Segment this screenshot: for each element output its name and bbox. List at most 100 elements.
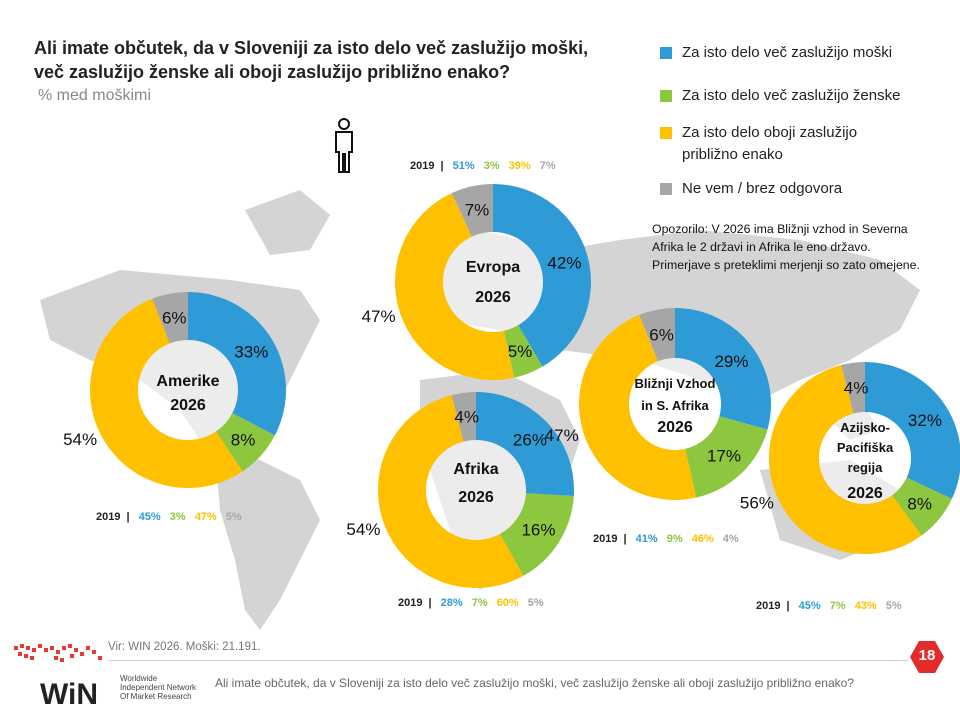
donut-region-label: 2026 — [657, 419, 693, 436]
donut-value-label-dont-know: 4% — [844, 379, 869, 398]
prev-year-label: 2019 — [96, 511, 121, 523]
prev-value-women: 7% — [471, 597, 488, 609]
donut-segment-dont-know — [841, 362, 865, 414]
donut-segment-dont-know — [152, 292, 188, 344]
prev-value-women: 3% — [483, 160, 500, 172]
donut-segment-equal — [768, 365, 922, 555]
prev-value-equal: 60% — [496, 597, 519, 609]
donut-value-label-women: 16% — [521, 521, 555, 540]
donut-chart-1: 42% 5% 47% 7% Evropa 2026 — [362, 184, 591, 380]
prev-year-label: 2019 — [410, 160, 435, 172]
legend-label-women: Za isto delo več zaslužijo ženske — [682, 87, 901, 104]
donut-chart-4: 32% 8% 56% 4% Azijsko- Pacifiška regija 2026 — [740, 362, 960, 555]
donut-segment-men — [188, 292, 286, 436]
donut-segment-women — [685, 416, 768, 498]
donut-region-label: Bližnji Vzhod — [635, 376, 716, 391]
source-note: Vir: WIN 2026. Moški: 21.191. — [108, 641, 261, 653]
legend-swatch-men — [660, 47, 672, 59]
separator: | — [428, 597, 432, 609]
prev-year-row-apac: 2019 | 45% 7% 43% 5% — [756, 600, 908, 612]
chart-title: Ali imate občutek, da v Sloveniji za ist… — [34, 36, 594, 84]
donut-region-label: Afrika — [453, 461, 498, 478]
donut-hole — [138, 340, 238, 440]
donut-region-label: 2026 — [475, 289, 511, 306]
donut-segment-dont-know — [639, 308, 675, 362]
prev-value-equal: 47% — [194, 511, 217, 523]
donut-hole — [443, 232, 543, 332]
legend-label-equal-line-2: približno enako — [682, 146, 783, 163]
donut-value-label-equal: 47% — [545, 426, 579, 445]
donut-value-label-dont-know: 7% — [465, 201, 490, 220]
legend-item-men: Za isto delo več zaslužijo moški — [660, 42, 892, 64]
prev-year-label: 2019 — [398, 597, 423, 609]
donut-region-label: Evropa — [466, 259, 520, 276]
legend-item-women: Za isto delo več zaslužijo ženske — [660, 85, 900, 107]
title-line-1: Ali imate občutek, da v Sloveniji za ist… — [34, 38, 589, 58]
prev-value-women: 7% — [829, 600, 846, 612]
donut-segment-men — [493, 184, 591, 367]
male-person-icon — [335, 118, 353, 173]
separator: | — [440, 160, 444, 172]
donut-region-label: Azijsko- — [840, 420, 890, 435]
donut-value-label-equal: 56% — [740, 493, 774, 512]
donut-value-label-women: 5% — [508, 342, 533, 361]
prev-value-men: 51% — [452, 160, 475, 172]
legend-swatch-women — [660, 90, 672, 102]
donut-value-label-men: 29% — [714, 352, 748, 371]
donut-hole — [629, 358, 721, 450]
title-line-2: več zaslužijo ženske ali oboji zaslužijo… — [34, 62, 511, 82]
prev-year-row-europe: 2019 | 51% 3% 39% 7% — [410, 160, 562, 172]
prev-year-row-mena: 2019 | 41% 9% 46% 4% — [593, 533, 745, 545]
prev-value-equal: 46% — [691, 533, 714, 545]
win-logo: WiN — [14, 644, 102, 710]
prev-value-women: 3% — [169, 511, 186, 523]
donut-hole — [426, 440, 526, 540]
legend-item-dont-know: Ne vem / brez odgovora — [660, 178, 842, 200]
prev-value-dont-know: 7% — [539, 160, 556, 172]
logo-sub-line-3: Of Market Research — [120, 692, 192, 701]
legend-label-equal-line-1: Za isto delo oboji zaslužijo — [682, 124, 858, 141]
prev-value-men: 45% — [138, 511, 161, 523]
donut-segment-dont-know — [451, 184, 493, 237]
donut-value-label-equal: 54% — [63, 430, 97, 449]
separator: | — [126, 511, 130, 523]
donut-chart-2: 26% 16% 54% 4% Afrika 2026 — [346, 392, 575, 589]
donut-region-label: 2026 — [458, 489, 494, 506]
donut-value-label-men: 42% — [547, 254, 581, 273]
legend-swatch-equal — [660, 127, 672, 139]
separator: | — [623, 533, 627, 545]
prev-value-dont-know: 5% — [225, 511, 242, 523]
prev-value-women: 9% — [666, 533, 683, 545]
donut-value-label-women: 8% — [231, 430, 256, 449]
donut-segment-women — [500, 493, 574, 576]
prev-value-men: 45% — [798, 600, 821, 612]
legend-item-equal: Za isto delo oboji zaslužijo približno e… — [660, 122, 857, 166]
logo-subtitle: Worldwide Independent Network Of Market … — [120, 674, 196, 701]
donut-value-label-equal: 54% — [346, 520, 380, 539]
prev-value-men: 41% — [635, 533, 658, 545]
page-number: 18 — [918, 647, 936, 664]
chart-subtitle: % med moškimi — [38, 87, 151, 104]
donut-segment-women — [215, 413, 275, 472]
logo-wordmark: WiN — [40, 678, 98, 710]
donut-value-label-dont-know: 4% — [454, 408, 479, 427]
prev-value-men: 28% — [440, 597, 463, 609]
donut-value-label-men: 32% — [908, 411, 942, 430]
note-warning: Opozorilo: V 2026 ima Bližnji vzhod in S… — [652, 222, 920, 272]
separator: | — [786, 600, 790, 612]
logo-sub-line-2: Independent Network — [120, 683, 197, 692]
donut-segment-equal — [377, 395, 524, 589]
prev-year-label: 2019 — [756, 600, 781, 612]
donut-value-label-men: 26% — [513, 430, 547, 449]
prev-year-label: 2019 — [593, 533, 618, 545]
donut-segment-equal — [395, 193, 515, 380]
donut-hole — [819, 412, 911, 504]
page-number-badge — [910, 641, 944, 673]
legend-label-men: Za isto delo več zaslužijo moški — [682, 44, 893, 61]
logo-sub-line-1: Worldwide — [120, 674, 158, 683]
prev-value-dont-know: 5% — [527, 597, 544, 609]
donut-chart-0: 33% 8% 54% 6% Amerike 2026 — [63, 292, 286, 488]
donut-region-label: 2026 — [170, 397, 206, 414]
donut-segment-equal — [578, 314, 697, 501]
prev-value-dont-know: 5% — [885, 600, 902, 612]
